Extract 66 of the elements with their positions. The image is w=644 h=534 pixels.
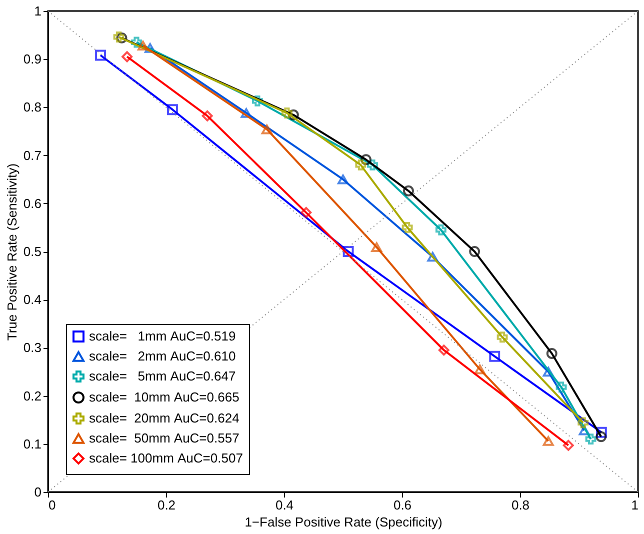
point (496, 332, 508, 343)
point (95, 50, 106, 61)
point (562, 440, 574, 451)
point (403, 185, 414, 196)
point (474, 364, 486, 374)
y-tick-label: 0.9 (23, 52, 42, 67)
x-tick-label: 0.2 (157, 498, 176, 512)
point (122, 51, 133, 62)
y-tick-label: 0.8 (23, 100, 42, 115)
y-tick-label: 0.7 (23, 148, 42, 163)
point (556, 382, 567, 393)
y-tick-label: 0.1 (23, 436, 42, 452)
point (252, 95, 263, 106)
point (367, 159, 378, 170)
point (167, 104, 178, 116)
point (355, 159, 366, 170)
point (281, 108, 292, 118)
x-tick-label: 1 (631, 498, 638, 512)
x-axis-title: 1−False Positive Rate (Specificity) (244, 514, 442, 530)
point (578, 426, 590, 436)
y-tick-label: 0.4 (23, 292, 42, 308)
legend-label: scale= 1mm AuC=0.519 (89, 328, 236, 344)
y-axis-title: True Positive Rate (Sensitivity) (4, 163, 20, 341)
point (202, 110, 213, 122)
legend-label: scale= 5mm AuC=0.647 (89, 368, 236, 384)
point (427, 252, 438, 262)
legend-label: scale= 2mm AuC=0.610 (89, 348, 236, 364)
point (585, 434, 596, 445)
point (542, 436, 554, 446)
y-tick-label: 0.2 (23, 388, 42, 404)
legend-label: scale= 100mm AuC=0.507 (89, 450, 243, 466)
point (360, 154, 372, 166)
point (596, 426, 607, 438)
legend-label: scale= 20mm AuC=0.624 (89, 410, 240, 426)
point (240, 108, 252, 118)
point (435, 224, 446, 236)
legend-label: scale= 10mm AuC=0.665 (89, 390, 240, 404)
point (144, 43, 156, 53)
x-tick-label: 0.8 (511, 498, 530, 512)
point (596, 431, 607, 442)
point (288, 109, 299, 120)
point (469, 246, 480, 257)
point (131, 36, 142, 48)
y-tick-label: 0 (34, 484, 42, 500)
point (113, 32, 124, 42)
point (116, 32, 128, 44)
point (542, 366, 554, 377)
point (489, 350, 500, 362)
point (342, 246, 354, 257)
point (438, 344, 450, 356)
point (371, 242, 382, 252)
x-tick-label: 0 (48, 498, 56, 512)
point (546, 348, 558, 359)
legend-label: scale= 50mm AuC=0.557 (89, 430, 240, 446)
point (261, 124, 272, 134)
x-tick-label: 0.6 (393, 498, 412, 512)
point (300, 207, 312, 218)
y-tick-label: 0.6 (23, 196, 42, 211)
point (338, 174, 348, 184)
point (138, 40, 148, 51)
point (578, 417, 589, 428)
y-tick-label: 1 (34, 4, 42, 18)
point (402, 222, 413, 233)
x-tick-label: 0.4 (275, 498, 294, 512)
y-tick-label: 0.3 (23, 340, 42, 356)
y-tick-label: 0.5 (23, 244, 42, 259)
